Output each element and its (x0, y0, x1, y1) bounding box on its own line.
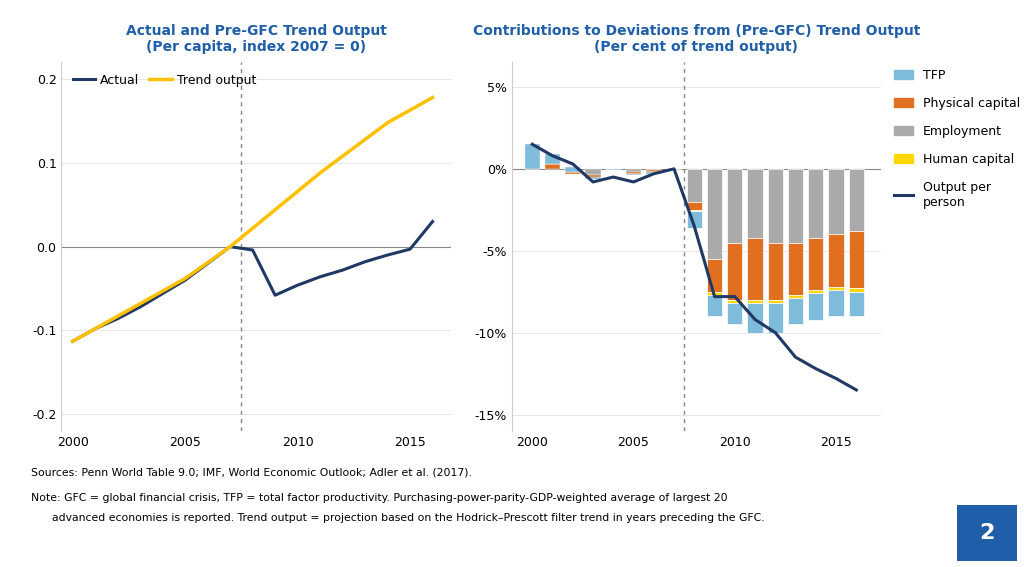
Legend: TFP, Physical capital, Employment, Human capital, Output per
person: TFP, Physical capital, Employment, Human… (894, 69, 1020, 209)
Text: Note: GFC = global financial crisis, TFP = total factor productivity. Purchasing: Note: GFC = global financial crisis, TFP… (31, 493, 727, 503)
Bar (565, 167, 581, 172)
Bar (524, 144, 540, 169)
Bar (808, 290, 823, 293)
Text: advanced economies is reported. Trend output = projection based on the Hodrick–P: advanced economies is reported. Trend ou… (31, 513, 764, 523)
Bar (768, 303, 783, 333)
Bar (687, 211, 701, 228)
Bar (828, 287, 844, 290)
Bar (565, 169, 581, 174)
Bar (828, 169, 844, 234)
Bar (849, 291, 864, 316)
Bar (605, 169, 621, 171)
Bar (687, 210, 701, 211)
Text: 2: 2 (979, 523, 995, 543)
Bar (626, 172, 641, 174)
Bar (788, 169, 803, 243)
Bar (707, 259, 722, 291)
Bar (586, 177, 601, 179)
Bar (849, 231, 864, 289)
Bar (727, 300, 742, 303)
Bar (727, 169, 742, 243)
Bar (646, 171, 662, 172)
Bar (626, 174, 641, 175)
Bar (565, 172, 581, 174)
Bar (768, 243, 783, 300)
Bar (545, 164, 560, 169)
Bar (646, 169, 662, 171)
Bar (748, 238, 763, 300)
Bar (707, 295, 722, 316)
Bar (849, 169, 864, 231)
Bar (788, 298, 803, 324)
Bar (545, 154, 560, 164)
Bar (626, 169, 641, 172)
Bar (586, 169, 601, 175)
Bar (808, 238, 823, 290)
Bar (828, 290, 844, 316)
Title: Contributions to Deviations from (Pre-GFC) Trend Output
(Per cent of trend outpu: Contributions to Deviations from (Pre-GF… (473, 24, 920, 54)
Bar (748, 169, 763, 238)
Bar (849, 289, 864, 291)
Bar (707, 291, 722, 295)
Bar (748, 300, 763, 303)
Bar (687, 202, 701, 210)
Bar (808, 169, 823, 238)
Bar (768, 300, 783, 303)
Bar (828, 234, 844, 287)
Bar (788, 243, 803, 295)
Bar (788, 295, 803, 298)
Bar (687, 169, 701, 202)
Bar (586, 175, 601, 179)
Bar (707, 169, 722, 259)
Bar (605, 169, 621, 171)
Bar (646, 172, 662, 174)
Bar (768, 169, 783, 243)
Bar (727, 303, 742, 324)
Bar (727, 243, 742, 300)
Bar (748, 303, 763, 333)
Title: Actual and Pre-GFC Trend Output
(Per capita, index 2007 = 0): Actual and Pre-GFC Trend Output (Per cap… (126, 24, 386, 54)
Text: Sources: Penn World Table 9.0; IMF, World Economic Outlook; Adler et al. (2017).: Sources: Penn World Table 9.0; IMF, Worl… (31, 468, 472, 478)
Bar (808, 293, 823, 320)
Legend: Actual, Trend output: Actual, Trend output (68, 69, 261, 92)
